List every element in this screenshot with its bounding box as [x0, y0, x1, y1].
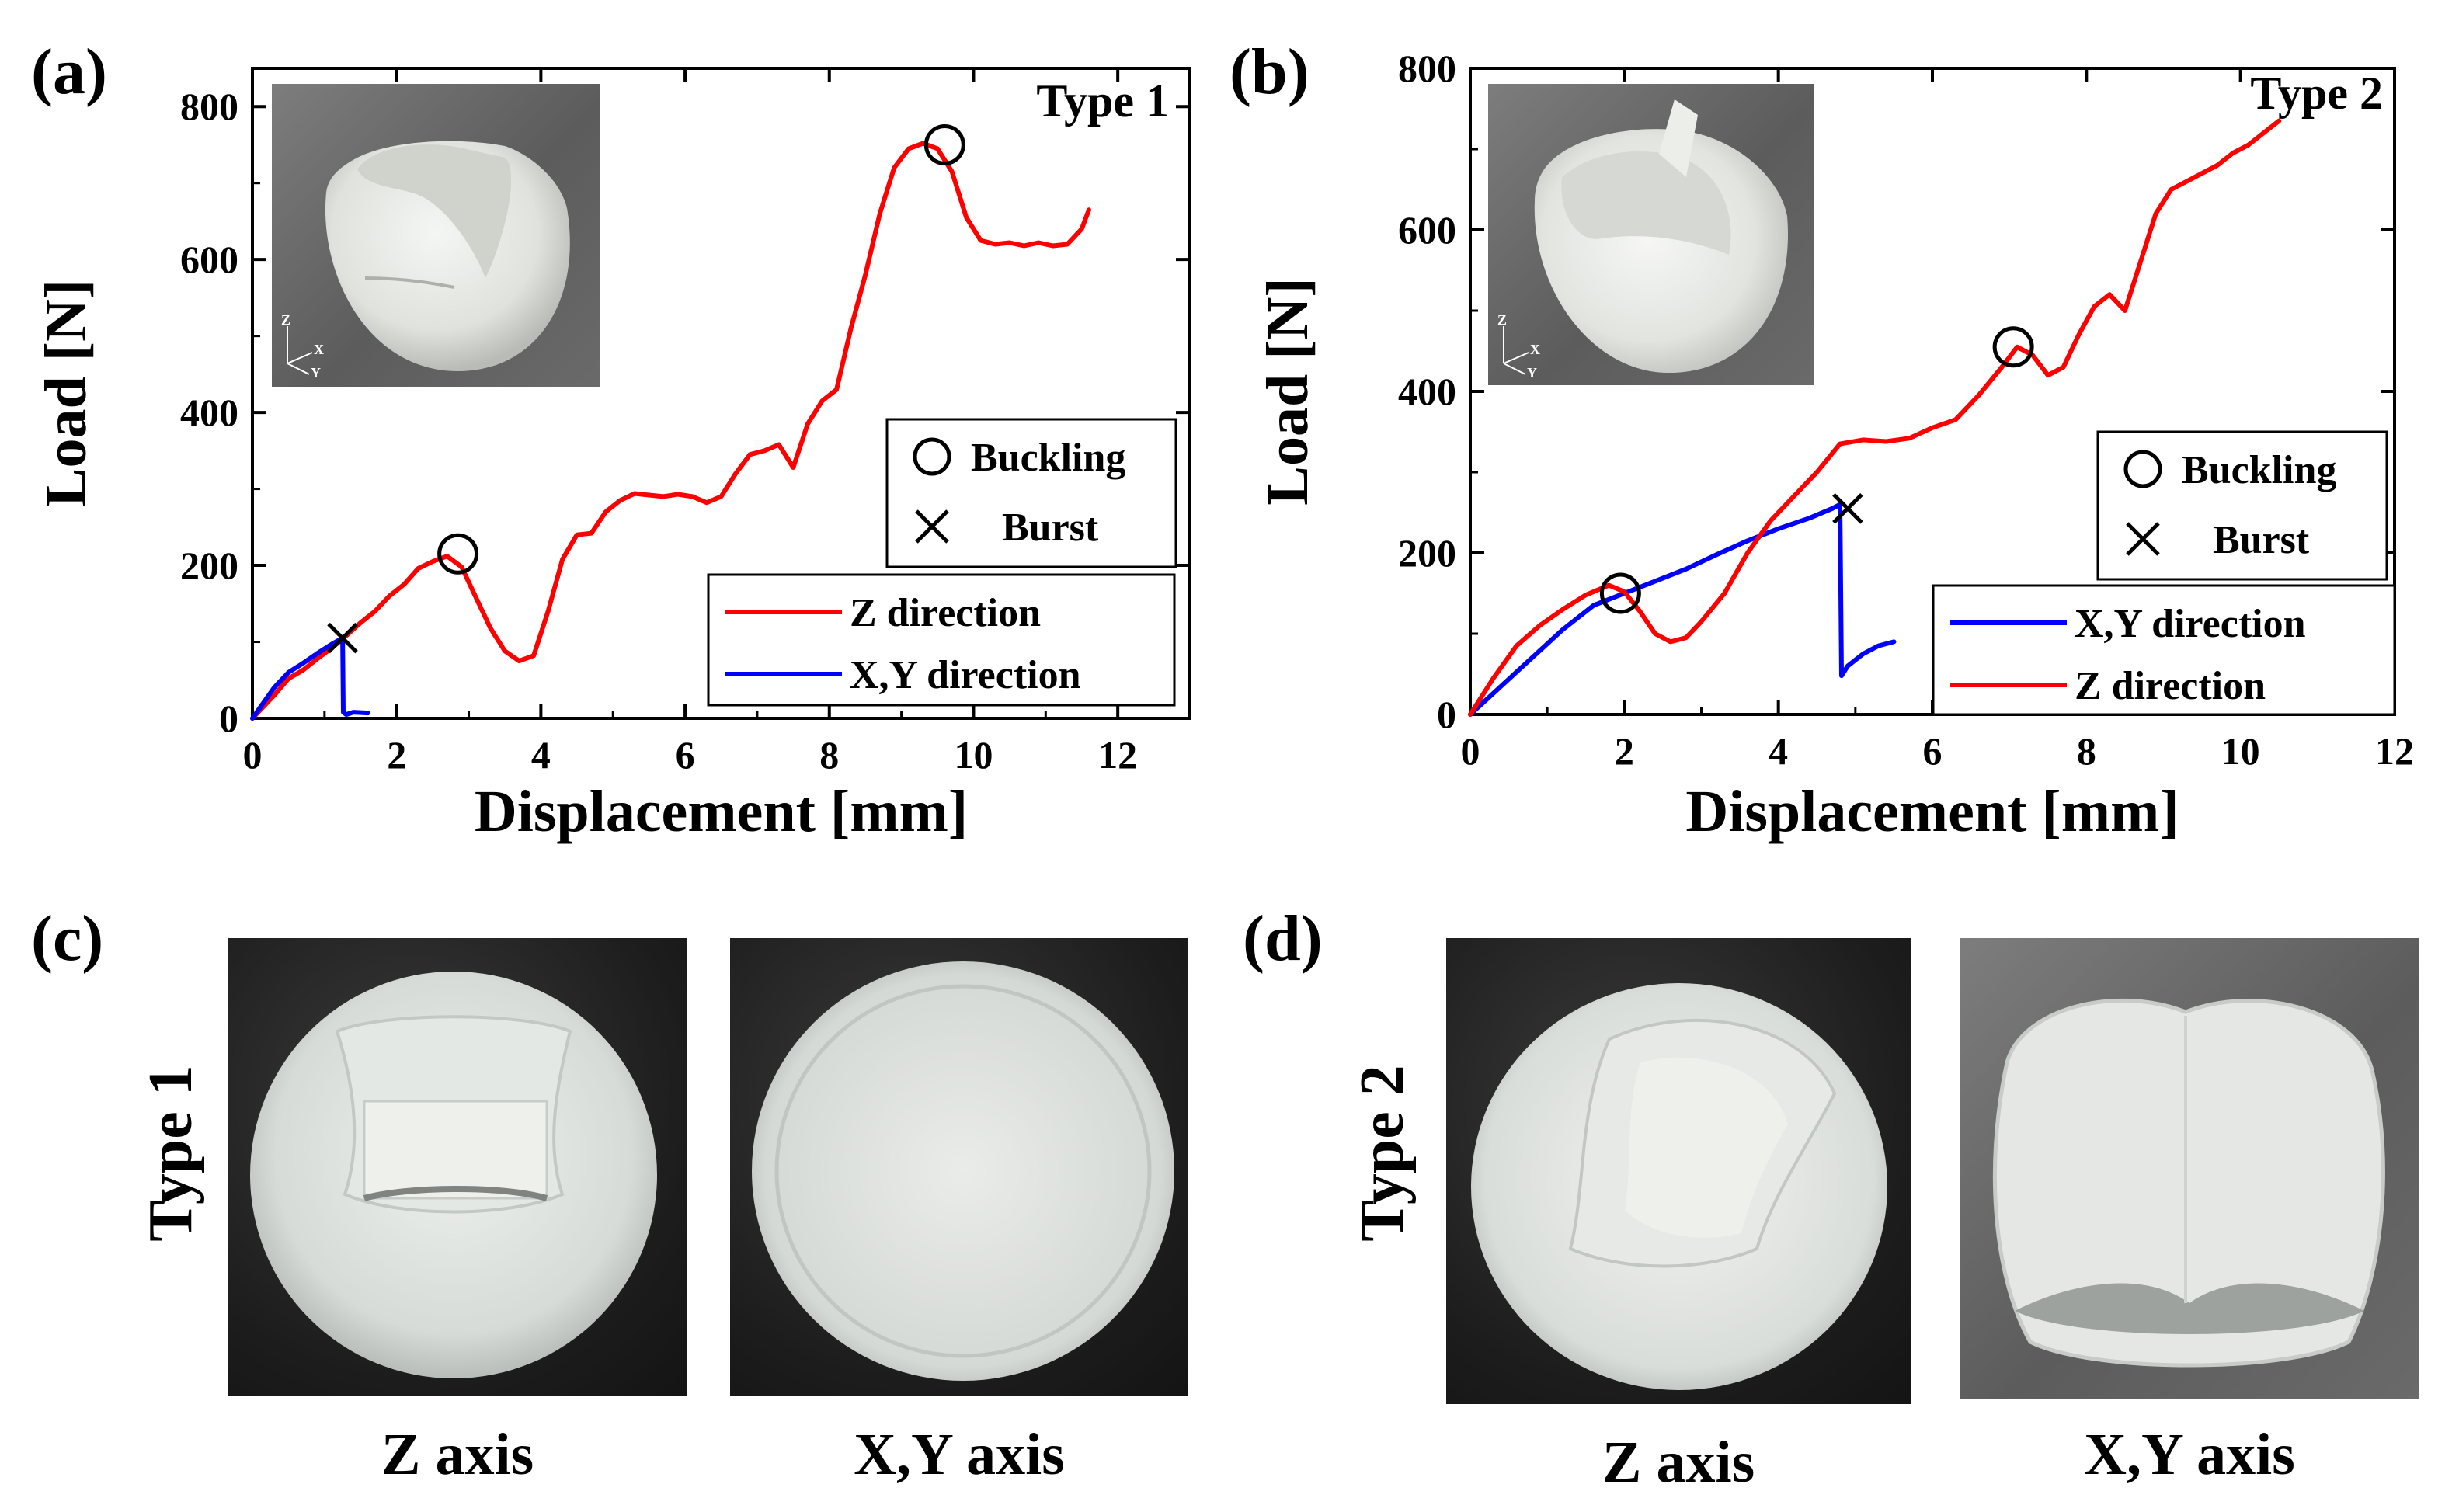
caption-d-z-axis: Z axis: [1602, 1430, 1755, 1495]
chart-a-buckling-marker-0: [437, 533, 479, 575]
chart-a-xtick-label-3: 6: [676, 733, 695, 777]
triad-x-label-a: X: [314, 342, 324, 357]
chart-a-xtick-label-5: 10: [954, 733, 993, 777]
chart-b-xtick-label-3: 6: [1923, 729, 1943, 773]
triad-z-label-a: Z: [281, 312, 290, 328]
inset-photo-b: Z X Y: [1488, 84, 1814, 385]
chart-b-buckling-marker-1: [1992, 326, 2034, 368]
chart-a-frame: [251, 67, 1191, 720]
chart-b-xtick-label-5: 10: [2221, 729, 2260, 773]
triad-z-label-b: Z: [1497, 312, 1507, 328]
caption-d-xy-axis: X,Y axis: [2084, 1422, 2295, 1487]
chart-b-plot: 0 2 4 6 8 10 12 0 200 400 600 800 Displacement [mm] L…: [1255, 47, 2414, 844]
chart-b-ytick-label-3: 600: [1398, 208, 1456, 252]
chart-a-series-xy: [250, 635, 370, 721]
chart-a-xlabel: Displacement [mm]: [475, 779, 968, 844]
chart-b-burst-marker-0: [1832, 493, 1863, 524]
chart-b-legend-buckling-label: Buckling: [2182, 448, 2336, 492]
chart-b-legend-buckling-symbol: [2123, 450, 2162, 488]
chart-a-title: Type 1: [1036, 75, 1169, 127]
chart-b-xtick-label-1: 2: [1615, 729, 1634, 773]
shell-illustration-a: [325, 141, 570, 371]
chart-b-xtick-label-0: 0: [1461, 729, 1480, 773]
chart-b-title: Type 2: [2250, 68, 2383, 119]
chart-b-ylabel: Load [N]: [1255, 277, 1320, 505]
chart-b-ytick-label-4: 800: [1398, 47, 1456, 90]
chart-a-ytick-label-4: 800: [180, 85, 238, 128]
chart-b-ytick-label-1: 200: [1398, 531, 1456, 575]
row-label-type-2: Type 2: [1348, 1065, 1417, 1242]
chart-a-xtick-label-0: 0: [243, 733, 263, 777]
chart-a-legend-lines: [707, 573, 1176, 707]
panel-letter-b: (b): [1230, 36, 1309, 108]
photo-c-z-axis: [228, 938, 687, 1396]
chart-b-xtick-label-4: 8: [2077, 729, 2096, 773]
chart-a-burst-marker-0: [327, 622, 358, 654]
chart-a-legend-buckling-symbol: [913, 437, 951, 476]
axis-triad-b: Z X Y: [1494, 309, 1556, 381]
chart-b-ytick-label-2: 400: [1398, 370, 1456, 413]
chart-a-plot: 0 2 4 6 8 10 12 0 200 400 600 800 Displacement [mm] L…: [33, 67, 1191, 844]
row-label-type-1: Type 1: [137, 1065, 205, 1242]
chart-b-legend-burst-symbol: [2126, 522, 2160, 556]
axis-triad-a: Z X Y: [278, 309, 340, 381]
chart-a-ytick-label-0: 0: [219, 697, 238, 740]
chart-b-xlabel: Displacement [mm]: [1685, 779, 2179, 844]
caption-c-xy-axis: X,Y axis: [854, 1422, 1065, 1487]
photo-d-xy-axis: [1960, 938, 2419, 1399]
triad-y-label-a: Y: [311, 365, 321, 379]
chart-a-xtick-label-2: 4: [531, 733, 551, 777]
photo-d-xy-axis-specimen: [1992, 998, 2385, 1368]
chart-b-legend-z-label: Z direction: [2075, 664, 2266, 708]
chart-a-legend-z-label: Z direction: [850, 591, 1041, 635]
chart-b-xtick-label-6: 12: [2375, 729, 2414, 773]
chart-a-ytick-label-3: 600: [180, 238, 238, 281]
panel-letter-c: (c): [31, 902, 104, 975]
photo-d-z-axis: [1446, 938, 1911, 1404]
panel-letter-a: (a): [31, 36, 107, 108]
caption-c-z-axis: Z axis: [381, 1422, 534, 1487]
photo-c-xy-axis-specimen: [752, 961, 1174, 1381]
triad-y-label-b: Y: [1527, 365, 1537, 379]
chart-a-ytick-label-2: 400: [180, 391, 238, 434]
chart-a: (a) 0 2 4 6 8 10 12 0 200 400 600 800 Displacement […: [31, 36, 1191, 844]
chart-a-legend-burst-symbol: [915, 509, 949, 544]
chart-a-buckling-marker-1: [923, 123, 965, 165]
chart-a-legend-xy-label: X,Y direction: [850, 653, 1081, 697]
photo-c-z-axis-specimen: [250, 972, 657, 1378]
chart-a-xtick-label-1: 2: [387, 733, 406, 777]
chart-a-legend-markers: [885, 418, 1177, 568]
chart-a-series-z: [250, 141, 1091, 721]
chart-b-legend-burst-label: Burst: [2213, 518, 2310, 562]
chart-a-ylabel: Load [N]: [33, 280, 99, 507]
panel-letter-d: (d): [1243, 902, 1323, 975]
chart-b-legend-markers: [2096, 430, 2388, 581]
chart-b-legend-xy-label: X,Y direction: [2075, 602, 2306, 646]
triad-x-label-b: X: [1530, 342, 1540, 357]
chart-a-legend-burst-label: Burst: [1002, 506, 1099, 550]
inset-photo-a: Z X Y: [272, 84, 600, 387]
chart-a-xtick-label-6: 12: [1098, 733, 1137, 777]
chart-a-xtick-label-4: 8: [819, 733, 839, 777]
chart-b: (b) 0 2 4 6 8 10 12 0 200 400 600 800 Displacement […: [1230, 36, 2414, 844]
chart-b-legend-lines: [1932, 584, 2396, 716]
photo-d-z-axis-specimen: [1471, 983, 1887, 1390]
chart-a-ytick-label-1: 200: [180, 544, 238, 587]
chart-a-legend-buckling-label: Buckling: [971, 436, 1125, 480]
chart-b-xtick-label-2: 4: [1769, 729, 1788, 773]
chart-b-series-xy: [1468, 502, 1897, 717]
chart-b-series-z: [1468, 118, 2282, 717]
chart-b-buckling-marker-0: [1599, 572, 1641, 614]
photo-c-xy-axis: [730, 938, 1188, 1396]
shell-illustration-b: [1534, 99, 1789, 374]
chart-b-ytick-label-0: 0: [1437, 693, 1456, 736]
